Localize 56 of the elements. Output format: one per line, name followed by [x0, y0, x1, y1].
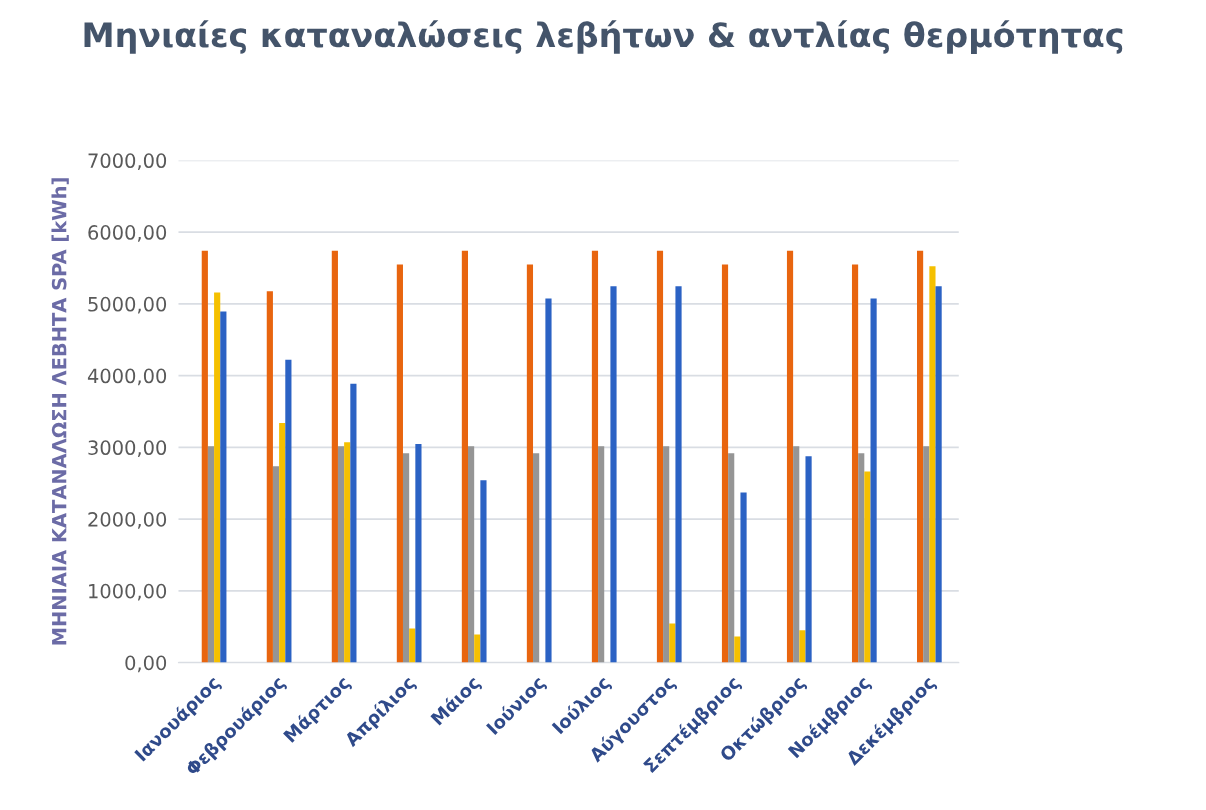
bar [669, 623, 676, 663]
bar [461, 250, 469, 663]
bar [786, 250, 794, 663]
bar [721, 264, 729, 663]
bar [402, 453, 410, 663]
bar [468, 446, 475, 663]
bar [480, 480, 487, 663]
bar [415, 444, 422, 663]
bar [337, 446, 345, 663]
y-tick-label: 0,00 [125, 655, 167, 673]
bar [591, 250, 599, 663]
bar [923, 446, 930, 663]
bar [656, 250, 664, 663]
bar [598, 446, 605, 663]
bar [533, 453, 540, 663]
bar [799, 630, 806, 663]
bar [344, 442, 351, 663]
bar [675, 286, 682, 663]
chart-title: Μηνιαίες καταναλώσεις λεβήτων & αντλίας θερμότητας [84, 20, 1123, 54]
y-tick-label: 3000,00 [88, 440, 167, 457]
bar [526, 264, 534, 663]
bar [331, 250, 338, 663]
y-tick-label: 2000,00 [88, 512, 167, 529]
y-axis-title: ΜΗΝΙΑΙΑ ΚΑΤΑΝΑΛΩΣΗ ΛΕΒΗΤΑ SPA [kWh] [51, 178, 69, 645]
bar [851, 264, 859, 663]
bar [858, 453, 865, 663]
bar [864, 471, 871, 663]
bar [350, 383, 357, 663]
bar [728, 453, 735, 663]
bar [545, 298, 552, 663]
bar [272, 466, 280, 663]
bar [929, 266, 936, 663]
bar [201, 250, 208, 663]
bar [285, 359, 292, 663]
bar [207, 446, 215, 663]
y-tick-label: 6000,00 [88, 225, 167, 242]
bar [214, 292, 221, 663]
bar [663, 446, 670, 663]
bar [409, 628, 416, 663]
bar [610, 286, 617, 663]
bar [805, 456, 812, 663]
bar [740, 492, 747, 663]
y-tick-label: 7000,00 [88, 153, 167, 171]
y-tick-label: 1000,00 [89, 583, 167, 601]
bar [916, 250, 924, 663]
bar [935, 286, 942, 663]
bar [793, 446, 800, 663]
bar [266, 291, 273, 663]
bar [279, 422, 286, 663]
bar [396, 264, 403, 663]
y-tick-label: 4000,00 [87, 368, 167, 386]
bar [220, 311, 227, 663]
bar [734, 636, 741, 663]
y-tick-label: 5000,00 [88, 296, 167, 314]
bar [870, 298, 877, 663]
bar [474, 634, 481, 663]
